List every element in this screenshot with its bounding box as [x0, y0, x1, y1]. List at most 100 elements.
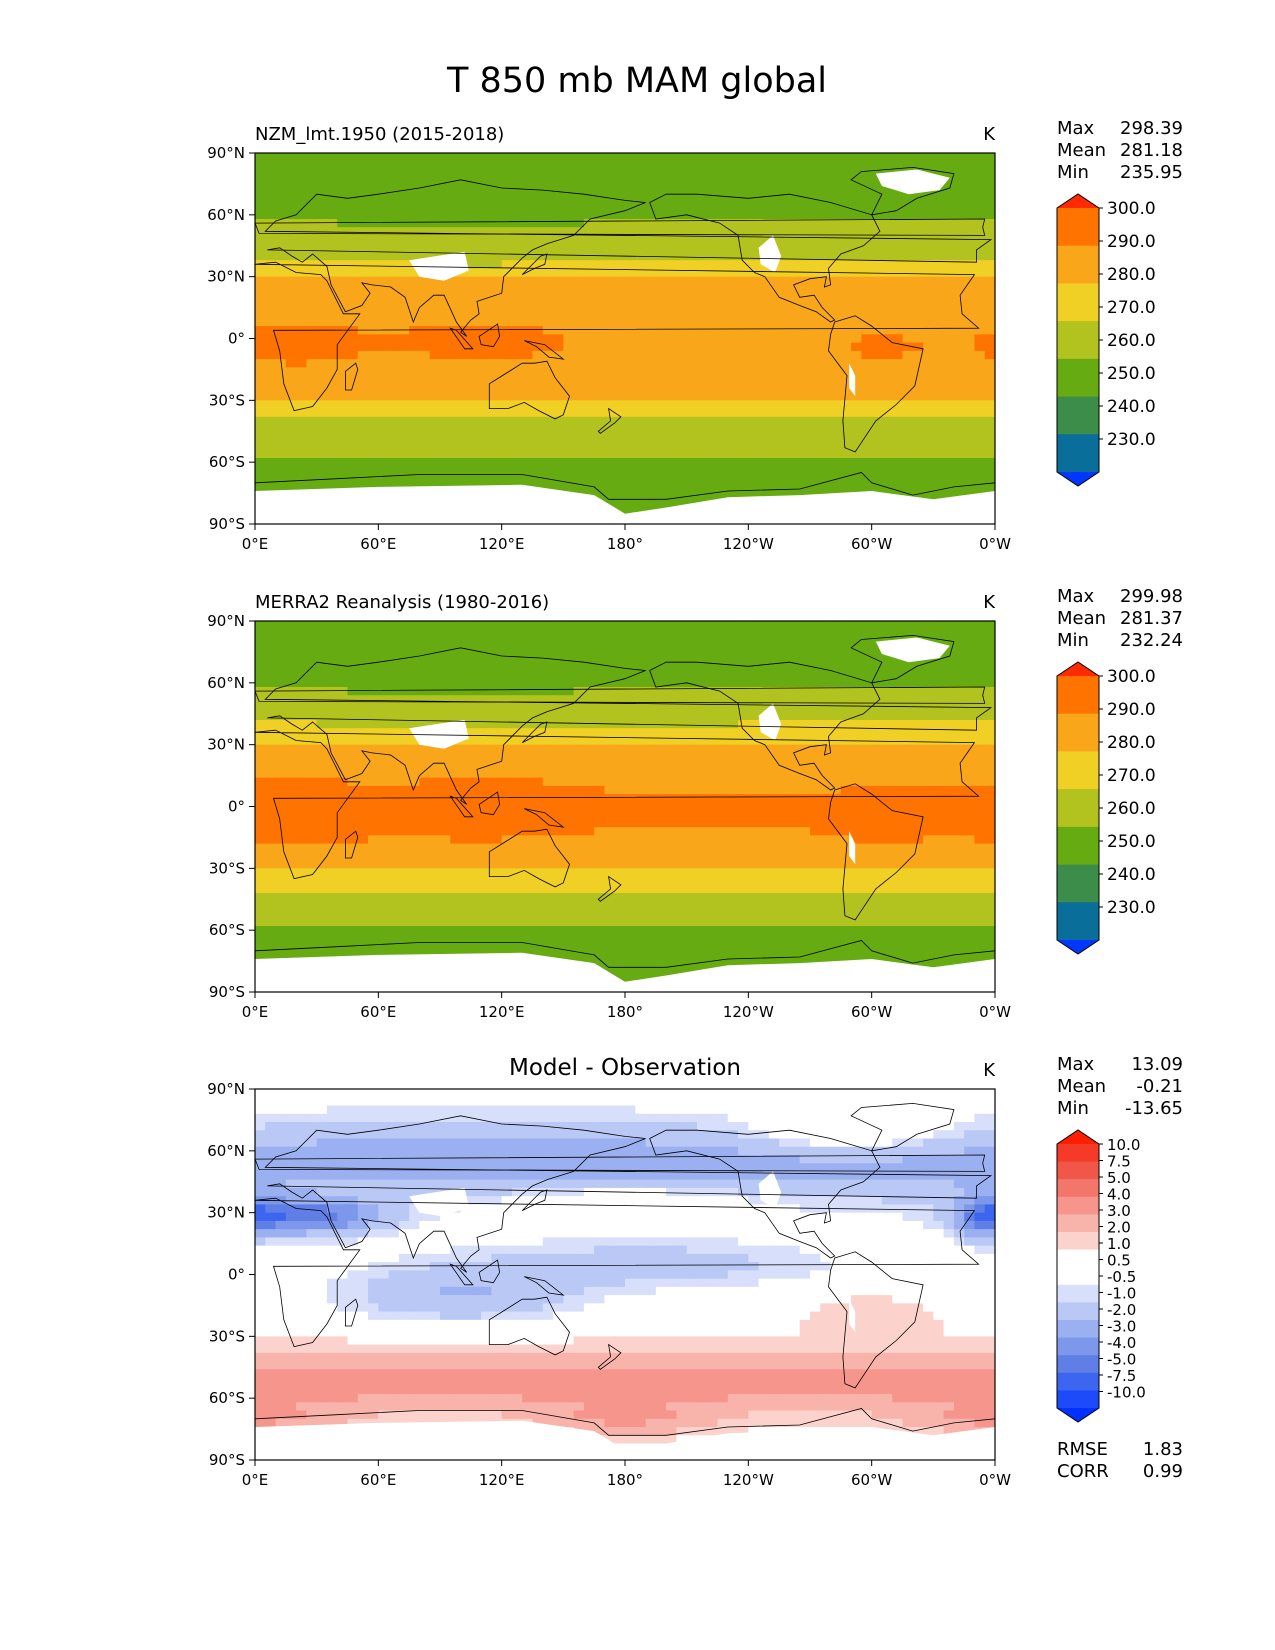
map-cell — [316, 810, 328, 820]
map-cell — [892, 317, 904, 327]
map-cell — [296, 153, 307, 162]
map-cell — [275, 185, 287, 195]
map-cell — [470, 637, 482, 647]
map-cell — [357, 662, 369, 672]
map-cell — [686, 350, 698, 360]
map-cell — [851, 433, 862, 443]
map-cell — [696, 441, 708, 451]
map-cell — [902, 670, 914, 680]
map-cell — [265, 719, 277, 729]
map-cell — [676, 276, 688, 286]
map-cell — [964, 761, 976, 770]
map-cell — [974, 761, 986, 770]
map-cell — [727, 728, 739, 738]
map-cell — [840, 752, 852, 762]
map-cell — [522, 194, 534, 204]
map-cell — [563, 227, 575, 237]
map-cell — [768, 761, 780, 770]
map-cell — [892, 662, 904, 672]
map-cell — [768, 425, 780, 434]
map-cell — [902, 367, 914, 377]
map-cell — [326, 777, 338, 787]
map-cell — [871, 367, 883, 377]
map-cell — [594, 466, 606, 476]
map-cell — [789, 293, 801, 302]
map-cell — [943, 711, 955, 721]
map-cell — [275, 645, 287, 655]
map-cell — [902, 309, 914, 319]
map-cell — [707, 736, 719, 746]
map-cell — [686, 653, 698, 663]
map-cell — [923, 416, 934, 426]
map-cell — [861, 466, 873, 476]
map-cell — [912, 293, 924, 302]
map-cell — [378, 736, 390, 746]
map-cell — [779, 645, 791, 655]
map-cell — [984, 719, 995, 729]
map-cell — [964, 441, 976, 451]
map-cell — [460, 761, 472, 770]
map-cell — [676, 408, 688, 418]
map-cell — [830, 309, 842, 319]
map-cell — [491, 629, 503, 639]
map-cell — [285, 383, 297, 393]
map-cell — [953, 794, 965, 803]
map-cell — [707, 153, 719, 162]
map-cell — [861, 243, 873, 253]
map-cell — [830, 293, 842, 302]
map-cell — [840, 227, 852, 237]
map-cell — [851, 703, 862, 713]
map-cell — [696, 433, 708, 443]
map-cell — [953, 802, 965, 812]
map-cell — [851, 284, 862, 294]
map-cell — [779, 161, 791, 171]
map-cell — [460, 686, 472, 696]
map-cell — [635, 400, 647, 410]
map-cell — [409, 441, 421, 451]
map-cell — [902, 243, 914, 253]
map-cell — [676, 695, 688, 705]
map-cell — [614, 761, 626, 770]
map-cell — [347, 161, 359, 171]
map-cell — [378, 235, 390, 245]
map-cell — [881, 350, 893, 360]
map-cell — [306, 802, 318, 812]
map-cell — [738, 686, 749, 696]
map-cell — [758, 491, 770, 500]
map-cell — [470, 785, 482, 795]
map-cell — [388, 449, 400, 459]
map-cell — [840, 317, 852, 327]
map-cell — [409, 177, 421, 187]
map-cell — [830, 794, 842, 803]
map-cell — [830, 334, 842, 344]
map-cell — [275, 621, 287, 630]
map-cell — [676, 177, 688, 187]
map-cell — [799, 711, 811, 721]
map-cell — [429, 169, 441, 179]
map-cell — [368, 309, 379, 319]
map-cell — [532, 408, 544, 418]
map-cell — [460, 367, 472, 377]
map-cell — [583, 441, 595, 451]
map-cell — [696, 235, 708, 245]
map-cell — [964, 153, 976, 162]
map-cell — [892, 449, 904, 459]
map-cell — [491, 284, 503, 294]
map-cell — [326, 761, 338, 770]
map-cell — [594, 458, 606, 467]
map-cell — [388, 425, 400, 434]
map-cell — [368, 227, 379, 237]
map-cell — [255, 202, 266, 212]
map-cell — [306, 686, 318, 696]
map-cell — [738, 752, 749, 762]
map-cell — [902, 744, 914, 754]
map-cell — [337, 670, 349, 680]
map-cell — [696, 194, 708, 204]
map-cell — [511, 392, 523, 401]
map-cell — [470, 334, 482, 344]
map-cell — [275, 686, 287, 696]
map-cell — [964, 653, 976, 663]
map-cell — [799, 802, 811, 812]
map-cell — [768, 408, 780, 418]
map-cell — [696, 301, 708, 311]
